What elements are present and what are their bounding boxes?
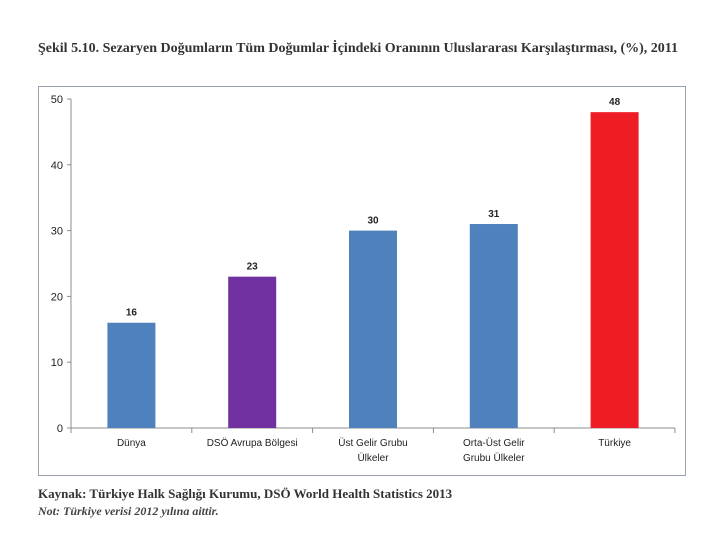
data-label: 48 [609, 97, 621, 108]
source-text: Kaynak: Türkiye Halk Sağlığı Kurumu, DSÖ… [38, 486, 453, 501]
category-label: Orta-Üst Gelir [463, 437, 525, 449]
data-label: 30 [367, 216, 379, 227]
bar [469, 224, 518, 428]
bar [349, 230, 397, 428]
category-label: Üst Gelir Grubu [338, 437, 407, 449]
data-label: 16 [126, 308, 138, 319]
category-label: Türkiye [598, 438, 631, 449]
category-label: Dünya [117, 438, 146, 449]
category-label: DSÖ Avrupa Bölgesi [207, 437, 298, 449]
y-tick-label: 50 [51, 94, 63, 106]
data-label: 23 [247, 262, 259, 273]
category-label: Ülkeler [357, 452, 389, 464]
category-label: Grubu Ülkeler [463, 452, 525, 464]
y-tick-label: 40 [51, 160, 63, 172]
data-label: 31 [488, 209, 500, 220]
y-tick-label: 30 [51, 226, 63, 238]
y-tick-label: 20 [51, 291, 63, 303]
chart-frame: 0 10 20 30 40 50 16 Dünya 23 DSÖ Avrupa Bölgesi 30… [38, 86, 686, 476]
bar [228, 276, 277, 428]
y-tick-label: 10 [51, 357, 63, 369]
note-text: Not: Türkiye verisi 2012 yılına aittir. [38, 504, 219, 518]
bar [107, 322, 156, 428]
y-tick-label: 0 [57, 423, 63, 435]
chart-title: Şekil 5.10. Sezaryen Doğumların Tüm Doğu… [38, 41, 679, 56]
bar-chart: 0 10 20 30 40 50 16 Dünya 23 DSÖ Avrupa Bölgesi 30… [51, 94, 676, 464]
bar [590, 112, 639, 428]
